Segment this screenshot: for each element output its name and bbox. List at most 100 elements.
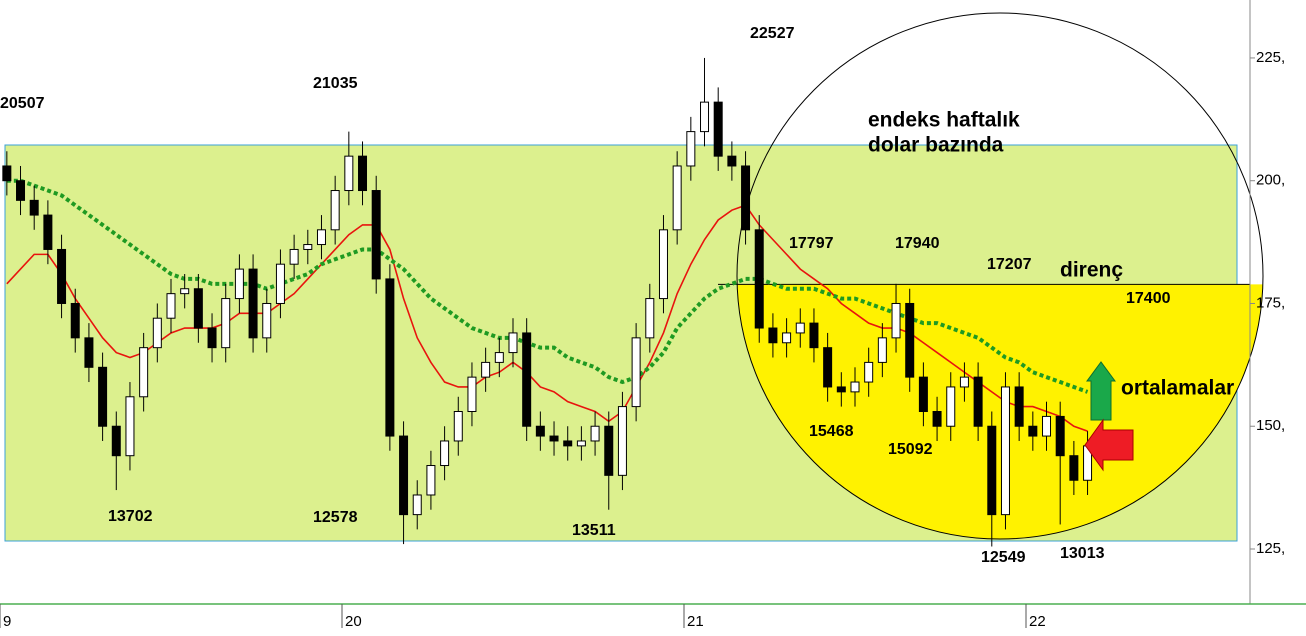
candle-body	[959, 376, 969, 388]
candle-body	[658, 229, 668, 300]
candle-body	[139, 347, 149, 398]
annotation: 15468	[809, 423, 854, 440]
red-arrow	[1084, 418, 1134, 472]
candle-body	[440, 440, 450, 467]
candle-body	[453, 411, 463, 442]
candle-body	[193, 288, 203, 329]
annotation: 17207	[987, 256, 1032, 273]
candle-body	[727, 155, 737, 167]
candle-body	[973, 376, 983, 427]
candle-body	[358, 155, 368, 192]
candle-body	[98, 366, 108, 427]
annotation: 21035	[313, 75, 358, 92]
x-tick-label: 9	[3, 613, 11, 630]
candle-body	[16, 180, 26, 201]
candle-body	[494, 352, 504, 363]
candle-body	[399, 435, 409, 516]
candle-body	[43, 214, 53, 250]
candle-body	[741, 165, 751, 231]
candle-body	[166, 293, 176, 319]
annotation: dolar bazında	[868, 134, 1004, 157]
candle-body	[891, 302, 901, 339]
annotation: 15092	[888, 441, 933, 458]
candle-body	[84, 337, 94, 368]
annotation: ortalamalar	[1121, 377, 1234, 400]
annotation: 13511	[572, 522, 616, 539]
candle-body	[1055, 415, 1065, 457]
candle-body	[604, 425, 614, 476]
green-arrow	[1086, 361, 1116, 421]
candle-body	[248, 268, 258, 339]
candle-body	[576, 440, 586, 447]
candle-body	[905, 302, 915, 378]
candle-body	[481, 361, 491, 378]
annotation: direnç	[1060, 259, 1123, 282]
candle-body	[262, 302, 272, 339]
candle-body	[70, 302, 80, 339]
candle-body	[152, 317, 162, 349]
candle-body	[371, 190, 381, 280]
candle-body	[932, 411, 942, 427]
y-tick-label: 225,	[1256, 49, 1285, 66]
candle-body	[303, 244, 313, 250]
candle-body	[1000, 386, 1010, 516]
annotation: 17400	[1126, 290, 1171, 307]
annotation: 17940	[895, 235, 940, 252]
candle-body	[1069, 455, 1079, 481]
candle-body	[918, 376, 928, 413]
annotation: 20507	[0, 95, 45, 112]
candle-body	[1028, 425, 1038, 437]
candle-body	[344, 155, 354, 192]
candle-body	[57, 248, 67, 304]
candle-body	[207, 327, 217, 349]
candle-body	[563, 440, 573, 447]
candle-body	[125, 396, 135, 457]
annotation: 22527	[750, 25, 795, 42]
x-tick-label: 21	[687, 613, 704, 630]
candle-body	[385, 278, 395, 437]
candle-body	[289, 248, 299, 265]
annotation: 12578	[313, 509, 358, 526]
x-tick-label: 20	[345, 613, 362, 630]
candle-body	[508, 332, 518, 354]
x-tick-label: 22	[1029, 613, 1046, 630]
candle-body	[823, 347, 833, 388]
candle-body	[617, 406, 627, 476]
candle-body	[864, 361, 874, 383]
candle-body	[2, 165, 12, 182]
candle-body	[275, 263, 285, 304]
annotation: 13013	[1060, 545, 1105, 562]
candle-body	[686, 131, 696, 167]
y-tick-label: 200,	[1256, 172, 1285, 189]
candle-body	[180, 288, 190, 295]
candle-body	[987, 425, 997, 516]
candle-body	[946, 386, 956, 427]
y-tick-label: 150,	[1256, 417, 1285, 434]
candle-body	[221, 298, 231, 349]
candle-body	[549, 435, 559, 442]
candle-body	[1042, 415, 1052, 437]
candle-body	[782, 332, 792, 344]
candle-body	[426, 465, 436, 496]
candle-body	[850, 381, 860, 393]
annotation: 12549	[981, 549, 1026, 566]
candle-body	[700, 101, 710, 133]
candle-body	[111, 425, 121, 457]
candle-body	[645, 298, 655, 339]
candle-body	[29, 199, 39, 216]
candle-body	[795, 322, 805, 334]
candle-body	[713, 101, 723, 157]
candle-body	[412, 494, 422, 516]
candle-body	[234, 268, 244, 300]
candle-body	[330, 190, 340, 231]
candle-body	[672, 165, 682, 231]
candle-body	[316, 229, 326, 246]
candle-body	[768, 327, 778, 344]
annotation: 13702	[108, 508, 153, 525]
candle-body	[809, 322, 819, 349]
candle-body	[535, 425, 545, 437]
candle-body	[467, 376, 477, 413]
annotation: 17797	[789, 235, 834, 252]
candle-body	[877, 337, 887, 363]
